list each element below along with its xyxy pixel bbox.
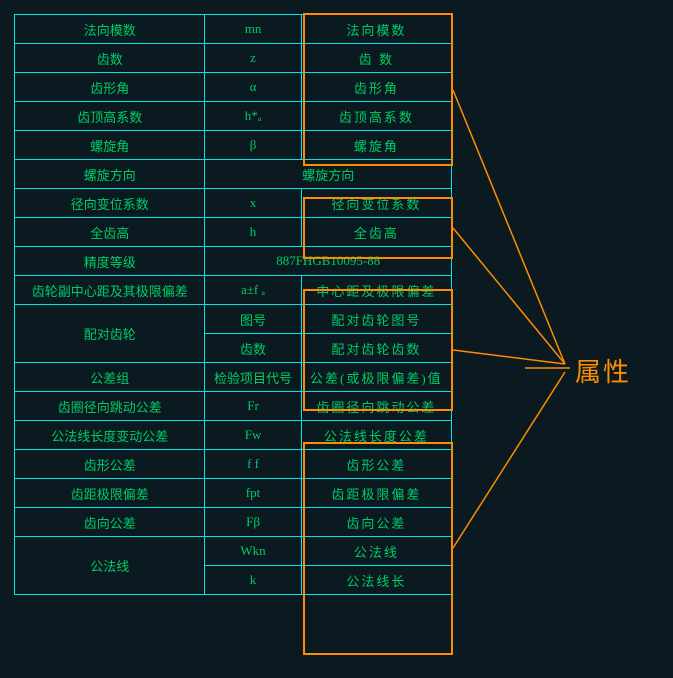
param-value: 齿圈径向跳动公差: [301, 392, 451, 421]
param-value: 齿向公差: [301, 508, 451, 537]
param-symbol: 检验项目代号: [205, 363, 301, 392]
table-row: 螺旋角β螺旋角: [15, 131, 452, 160]
param-symbol: 齿数: [205, 334, 301, 363]
table-row: 公法线长度变动公差Fw公法线长度公差: [15, 421, 452, 450]
param-symbol: β: [205, 131, 301, 160]
param-label: 齿圈径向跳动公差: [15, 392, 205, 421]
param-label: 螺旋方向: [15, 160, 205, 189]
table-row: 齿顶高系数h*ₐ齿顶高系数: [15, 102, 452, 131]
param-value: 齿顶高系数: [301, 102, 451, 131]
table-row: 公法线Wkn公法线: [15, 537, 452, 566]
table-row: 螺旋方向螺旋方向: [15, 160, 452, 189]
param-value: 径向变位系数: [301, 189, 451, 218]
param-value: 螺旋角: [301, 131, 451, 160]
param-value: 公法线长: [301, 566, 451, 595]
table-row: 径向变位系数x径向变位系数: [15, 189, 452, 218]
param-symbol: f f: [205, 450, 301, 479]
param-label: 径向变位系数: [15, 189, 205, 218]
param-symbol: x: [205, 189, 301, 218]
table-row: 全齿高h全齿高: [15, 218, 452, 247]
param-label: 齿数: [15, 44, 205, 73]
param-value-span: 螺旋方向: [205, 160, 452, 189]
param-value: 中心距及极限偏差: [301, 276, 451, 305]
param-symbol: α: [205, 73, 301, 102]
param-value: 齿距极限偏差: [301, 479, 451, 508]
param-label: 齿形角: [15, 73, 205, 102]
param-label: 公法线: [15, 537, 205, 595]
param-symbol: Wkn: [205, 537, 301, 566]
param-value: 公法线长度公差: [301, 421, 451, 450]
param-symbol: a±f ₐ: [205, 276, 301, 305]
param-symbol: z: [205, 44, 301, 73]
table-row: 齿数z齿 数: [15, 44, 452, 73]
param-symbol: h*ₐ: [205, 102, 301, 131]
table-row: 公差组检验项目代号公差(或极限偏差)值: [15, 363, 452, 392]
param-symbol: mn: [205, 15, 301, 44]
param-label: 公法线长度变动公差: [15, 421, 205, 450]
param-value: 全齿高: [301, 218, 451, 247]
param-label: 齿轮副中心距及其极限偏差: [15, 276, 205, 305]
param-value: 法向模数: [301, 15, 451, 44]
param-symbol: Fr: [205, 392, 301, 421]
param-value-span: 887FHGB10095-88: [205, 247, 452, 276]
param-label: 齿向公差: [15, 508, 205, 537]
table-row: 齿形角α齿形角: [15, 73, 452, 102]
table-row: 精度等级887FHGB10095-88: [15, 247, 452, 276]
param-value: 齿形角: [301, 73, 451, 102]
table-row: 法向模数mn法向模数: [15, 15, 452, 44]
param-value: 公差(或极限偏差)值: [301, 363, 451, 392]
param-value: 齿 数: [301, 44, 451, 73]
param-label: 法向模数: [15, 15, 205, 44]
param-symbol: k: [205, 566, 301, 595]
table-row: 齿向公差Fβ齿向公差: [15, 508, 452, 537]
param-symbol: fpt: [205, 479, 301, 508]
param-label: 全齿高: [15, 218, 205, 247]
param-symbol: 图号: [205, 305, 301, 334]
annotation-label: 属性: [575, 352, 631, 389]
table-row: 齿形公差f f齿形公差: [15, 450, 452, 479]
param-value: 齿形公差: [301, 450, 451, 479]
param-value: 配对齿轮齿数: [301, 334, 451, 363]
param-label: 公差组: [15, 363, 205, 392]
param-value: 配对齿轮图号: [301, 305, 451, 334]
param-value: 公法线: [301, 537, 451, 566]
param-symbol: h: [205, 218, 301, 247]
table-row: 齿距极限偏差fpt齿距极限偏差: [15, 479, 452, 508]
gear-param-table: 法向模数mn法向模数齿数z齿 数齿形角α齿形角齿顶高系数h*ₐ齿顶高系数螺旋角β…: [14, 14, 452, 595]
param-symbol: Fβ: [205, 508, 301, 537]
param-label: 配对齿轮: [15, 305, 205, 363]
param-label: 螺旋角: [15, 131, 205, 160]
param-label: 精度等级: [15, 247, 205, 276]
table-row: 齿圈径向跳动公差Fr齿圈径向跳动公差: [15, 392, 452, 421]
param-symbol: Fw: [205, 421, 301, 450]
table-row: 齿轮副中心距及其极限偏差a±f ₐ中心距及极限偏差: [15, 276, 452, 305]
param-label: 齿形公差: [15, 450, 205, 479]
table-row: 配对齿轮图号配对齿轮图号: [15, 305, 452, 334]
param-label: 齿顶高系数: [15, 102, 205, 131]
param-label: 齿距极限偏差: [15, 479, 205, 508]
